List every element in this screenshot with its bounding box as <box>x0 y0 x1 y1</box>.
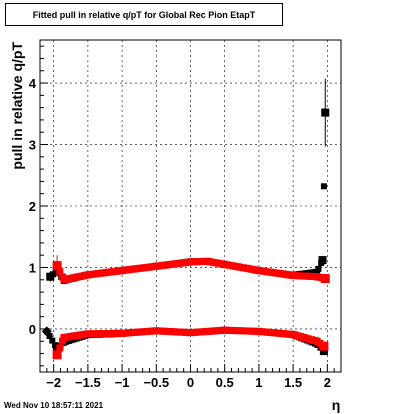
data-point <box>320 274 330 284</box>
y-tick-label: 2 <box>29 199 36 214</box>
edge-point <box>41 326 52 337</box>
y-tick-label: 0 <box>29 322 36 337</box>
chart-title-box: Fitted pull in relative q/pT for Global … <box>5 3 283 26</box>
data-point <box>56 267 64 275</box>
data-point <box>46 272 55 281</box>
x-tick-label: 0.5 <box>216 375 234 390</box>
data-point <box>52 350 62 360</box>
data-point <box>221 260 229 268</box>
data-point <box>60 276 68 284</box>
x-tick-label: 2 <box>324 375 331 390</box>
data-point <box>152 262 160 270</box>
data-point <box>221 326 229 334</box>
data-point <box>152 327 160 335</box>
data-point <box>187 258 194 266</box>
x-tick-label: −0.5 <box>143 375 169 390</box>
data-point <box>204 257 212 265</box>
data-point <box>319 341 329 351</box>
data-point <box>255 267 263 275</box>
data-point <box>314 268 321 275</box>
x-axis-label: η <box>332 397 341 413</box>
data-point <box>313 337 321 345</box>
data-point <box>321 108 330 117</box>
data-point <box>289 330 297 338</box>
data-point <box>56 344 64 352</box>
data-point <box>60 334 68 342</box>
data-point <box>320 183 327 190</box>
y-tick-label: 4 <box>29 76 37 91</box>
y-tick-label: 1 <box>29 260 36 275</box>
x-tick-label: 1.5 <box>284 375 302 390</box>
data-point <box>187 329 194 337</box>
data-point <box>84 271 92 279</box>
x-tick-label: −2 <box>46 375 61 390</box>
data-point <box>118 329 126 337</box>
data-point <box>255 327 263 335</box>
data-point <box>289 271 297 279</box>
x-tick-label: 0 <box>187 375 194 390</box>
y-tick-label: 3 <box>29 138 36 153</box>
x-tick-label: 1 <box>255 375 262 390</box>
data-point <box>49 337 56 344</box>
y-axis-label: pull in relative q/pT <box>9 42 25 170</box>
data-point <box>84 330 92 338</box>
data-point <box>52 261 62 271</box>
data-point <box>318 256 327 265</box>
timestamp: Wed Nov 10 18:57:11 2021 <box>4 401 104 410</box>
chart-title: Fitted pull in relative q/pT for Global … <box>32 9 256 20</box>
data-point <box>313 273 321 281</box>
data-point <box>319 347 328 356</box>
x-tick-label: −1 <box>115 375 130 390</box>
data-point <box>118 267 126 275</box>
x-tick-label: −1.5 <box>75 375 101 390</box>
data-point <box>46 333 53 340</box>
